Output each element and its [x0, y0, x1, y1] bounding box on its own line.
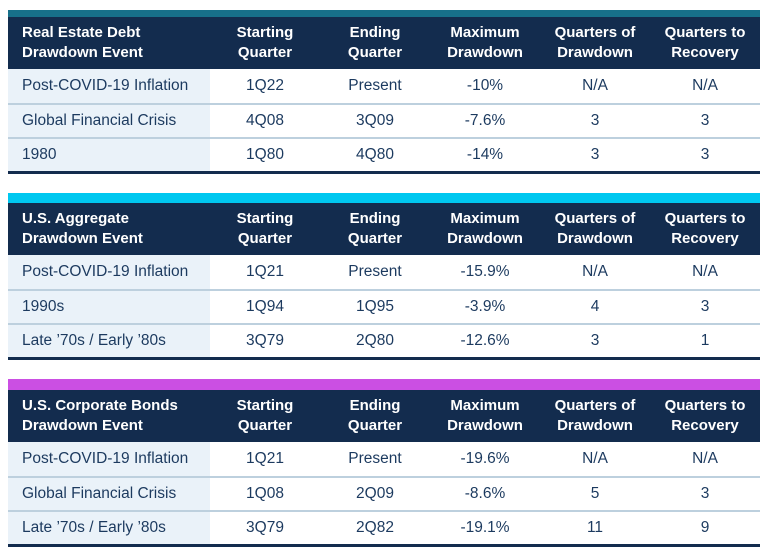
column-header-maximum-drawdown: Maximum Drawdown [430, 203, 540, 255]
quarters-of-drawdown-value: N/A [540, 442, 650, 476]
quarters-of-drawdown-value: 3 [540, 103, 650, 137]
maximum-drawdown-value: -3.9% [430, 289, 540, 323]
table-title: U.S. Corporate Bonds Drawdown Event [8, 390, 210, 442]
event-name: Late ’70s / Early ’80s [8, 510, 210, 544]
quarters-to-recovery-value: 3 [650, 476, 760, 510]
quarters-of-drawdown-value: N/A [540, 69, 650, 103]
event-name: Late ’70s / Early ’80s [8, 323, 210, 357]
column-header-starting-quarter: Starting Quarter [210, 17, 320, 69]
quarters-to-recovery-value: N/A [650, 69, 760, 103]
maximum-drawdown-value: -10% [430, 69, 540, 103]
quarters-of-drawdown-value: 5 [540, 476, 650, 510]
table-title: U.S. Aggregate Drawdown Event [8, 203, 210, 255]
column-header-quarters-to-recovery: Quarters to Recovery [650, 390, 760, 442]
maximum-drawdown-value: -8.6% [430, 476, 540, 510]
accent-bar-cyan [8, 193, 760, 203]
quarters-of-drawdown-value: 11 [540, 510, 650, 544]
column-header-quarters-to-recovery: Quarters to Recovery [650, 203, 760, 255]
quarters-to-recovery-value: N/A [650, 442, 760, 476]
starting-quarter-value: 1Q94 [210, 289, 320, 323]
quarters-to-recovery-value: 3 [650, 103, 760, 137]
event-name: 1990s [8, 289, 210, 323]
column-header-ending-quarter: Ending Quarter [320, 390, 430, 442]
ending-quarter-value: 4Q80 [320, 137, 430, 171]
ending-quarter-value: 3Q09 [320, 103, 430, 137]
column-header-quarters-of-drawdown: Quarters of Drawdown [540, 390, 650, 442]
ending-quarter-value: Present [320, 69, 430, 103]
quarters-of-drawdown-value: 4 [540, 289, 650, 323]
table-us-aggregate: U.S. Aggregate Drawdown Event Starting Q… [8, 193, 760, 360]
column-header-quarters-to-recovery: Quarters to Recovery [650, 17, 760, 69]
column-header-starting-quarter: Starting Quarter [210, 390, 320, 442]
quarters-to-recovery-value: 9 [650, 510, 760, 544]
starting-quarter-value: 1Q08 [210, 476, 320, 510]
quarters-to-recovery-value: 1 [650, 323, 760, 357]
starting-quarter-value: 1Q80 [210, 137, 320, 171]
quarters-of-drawdown-value: 3 [540, 323, 650, 357]
ending-quarter-value: 1Q95 [320, 289, 430, 323]
quarters-to-recovery-value: 3 [650, 137, 760, 171]
starting-quarter-value: 1Q21 [210, 442, 320, 476]
maximum-drawdown-value: -15.9% [430, 255, 540, 289]
table-title: Real Estate Debt Drawdown Event [8, 17, 210, 69]
column-header-starting-quarter: Starting Quarter [210, 203, 320, 255]
event-name: Post-COVID-19 Inflation [8, 442, 210, 476]
ending-quarter-value: 2Q82 [320, 510, 430, 544]
ending-quarter-value: 2Q09 [320, 476, 430, 510]
ending-quarter-value: 2Q80 [320, 323, 430, 357]
table-us-corporate-bonds: U.S. Corporate Bonds Drawdown Event Star… [8, 379, 760, 547]
event-name: Post-COVID-19 Inflation [8, 69, 210, 103]
starting-quarter-value: 1Q21 [210, 255, 320, 289]
column-header-ending-quarter: Ending Quarter [320, 203, 430, 255]
quarters-to-recovery-value: N/A [650, 255, 760, 289]
column-header-quarters-of-drawdown: Quarters of Drawdown [540, 17, 650, 69]
starting-quarter-value: 4Q08 [210, 103, 320, 137]
quarters-of-drawdown-value: N/A [540, 255, 650, 289]
event-name: Global Financial Crisis [8, 103, 210, 137]
drawdown-table: Real Estate Debt Drawdown Event Starting… [8, 17, 760, 174]
accent-bar-magenta [8, 379, 760, 390]
starting-quarter-value: 1Q22 [210, 69, 320, 103]
maximum-drawdown-value: -12.6% [430, 323, 540, 357]
maximum-drawdown-value: -7.6% [430, 103, 540, 137]
starting-quarter-value: 3Q79 [210, 510, 320, 544]
ending-quarter-value: Present [320, 442, 430, 476]
maximum-drawdown-value: -19.6% [430, 442, 540, 476]
event-name: Global Financial Crisis [8, 476, 210, 510]
event-name: 1980 [8, 137, 210, 171]
event-name: Post-COVID-19 Inflation [8, 255, 210, 289]
quarters-to-recovery-value: 3 [650, 289, 760, 323]
table-real-estate-debt: Real Estate Debt Drawdown Event Starting… [8, 10, 760, 174]
drawdown-table: U.S. Corporate Bonds Drawdown Event Star… [8, 390, 760, 547]
ending-quarter-value: Present [320, 255, 430, 289]
accent-bar-teal [8, 10, 760, 17]
maximum-drawdown-value: -19.1% [430, 510, 540, 544]
quarters-of-drawdown-value: 3 [540, 137, 650, 171]
column-header-ending-quarter: Ending Quarter [320, 17, 430, 69]
maximum-drawdown-value: -14% [430, 137, 540, 171]
starting-quarter-value: 3Q79 [210, 323, 320, 357]
drawdown-table: U.S. Aggregate Drawdown Event Starting Q… [8, 203, 760, 360]
column-header-quarters-of-drawdown: Quarters of Drawdown [540, 203, 650, 255]
column-header-maximum-drawdown: Maximum Drawdown [430, 390, 540, 442]
column-header-maximum-drawdown: Maximum Drawdown [430, 17, 540, 69]
